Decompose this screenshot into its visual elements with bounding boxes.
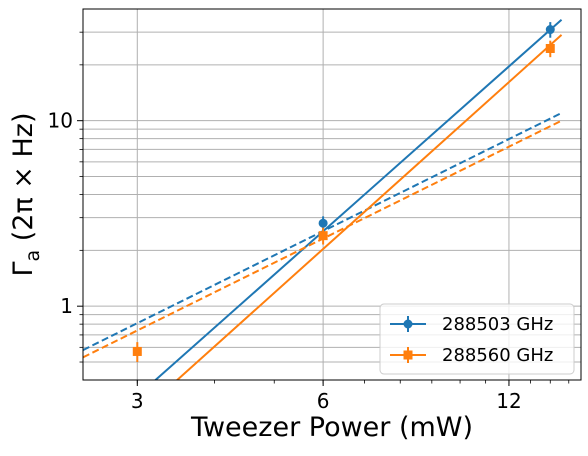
y-axis-label: Γa (2π × Hz) <box>8 112 44 276</box>
data-point-square <box>545 43 555 53</box>
legend-label: 288503 GHz <box>442 314 553 335</box>
x-tick-label: 12 <box>496 389 521 413</box>
y-axis-label-sub: a <box>22 250 44 262</box>
plot-frame <box>82 8 582 381</box>
legend-marker-square <box>403 350 413 360</box>
legend-box <box>379 303 575 375</box>
y-axis-label-main: Γ <box>8 261 39 276</box>
x-axis-label: Tweezer Power (mW) <box>190 412 473 443</box>
points-layer <box>132 22 555 363</box>
legend-marker-circle <box>403 319 413 329</box>
x-tick-label: 3 <box>131 389 144 413</box>
grid-layer <box>83 9 581 380</box>
y-tick-label: 1 <box>60 294 73 318</box>
y-tick-label: 10 <box>48 109 73 133</box>
fit-line-solid <box>175 34 563 380</box>
data-point-circle <box>318 218 328 228</box>
legend-label: 288560 GHz <box>442 345 553 366</box>
data-point-square <box>318 231 328 241</box>
data-point-circle <box>545 25 555 35</box>
x-tick-label: 6 <box>317 389 330 413</box>
data-point-square <box>132 346 142 356</box>
legend: 288503 GHz 288560 GHz <box>379 303 575 375</box>
tick-layer: 3 6 12 1 10 <box>48 109 522 413</box>
y-axis-label-tail: (2π × Hz) <box>8 112 39 249</box>
